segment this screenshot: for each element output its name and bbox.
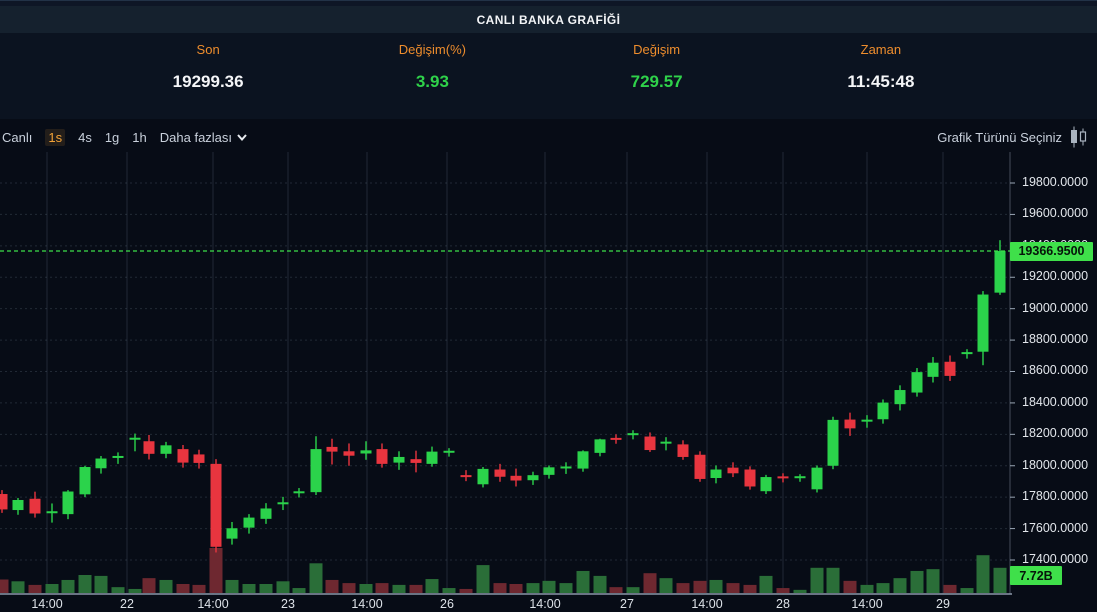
- x-axis-label: 14:00: [691, 597, 723, 611]
- chevron-down-icon: [237, 134, 247, 142]
- interval-1g[interactable]: 1g: [104, 129, 120, 145]
- window-top-strip: [0, 0, 1097, 6]
- y-axis-label: 17600.0000: [1022, 520, 1089, 535]
- info-time-value: 11:45:48: [847, 72, 915, 91]
- y-axis-label: 19800.0000: [1022, 175, 1089, 189]
- info-last-label: Son: [196, 42, 220, 57]
- interval-1s[interactable]: 1s: [45, 128, 66, 146]
- info-last-value: 19299.36: [172, 72, 244, 91]
- more-intervals-button[interactable]: Daha fazlası: [160, 130, 247, 145]
- candlestick-icon: [1071, 126, 1087, 148]
- y-axis-label: 18200.0000: [1022, 426, 1089, 441]
- info-change-value: 729.57: [630, 72, 683, 91]
- last-price-tag: 19366.9500: [1010, 241, 1093, 261]
- y-axis-label: 17800.0000: [1022, 489, 1089, 504]
- chart-type-label: Grafik Türünü Seçiniz: [937, 129, 1062, 145]
- y-axis-label: 19200.0000: [1022, 269, 1089, 284]
- x-axis-label: 28: [776, 597, 790, 611]
- y-axis-label: 18000.0000: [1022, 457, 1089, 472]
- x-axis-label: 29: [936, 597, 950, 611]
- y-axis-label: 19600.0000: [1022, 206, 1089, 221]
- x-axis-label: 14:00: [197, 597, 229, 611]
- y-axis-label: 18600.0000: [1022, 363, 1089, 378]
- quote-info-panel: Son 19299.36 Değişim(%) 3.93 Değişim 729…: [0, 33, 1097, 119]
- y-axis-label: 18400.0000: [1022, 394, 1089, 409]
- x-axis-label: 27: [620, 597, 634, 611]
- chart-canvas[interactable]: [0, 152, 1097, 612]
- info-time: Zaman 11:45:48: [769, 33, 993, 119]
- interval-4s[interactable]: 4s: [78, 129, 92, 145]
- info-change-label: Değişim: [633, 42, 681, 57]
- more-intervals-label: Daha fazlası: [159, 129, 233, 145]
- x-axis-label: 14:00: [851, 597, 883, 611]
- info-change-pct-value: 3.93: [415, 72, 449, 91]
- x-axis-label: 14:00: [31, 597, 63, 611]
- interval-1h[interactable]: 1h: [132, 129, 147, 145]
- y-axis-label: 19000.0000: [1022, 300, 1089, 315]
- chart-toolbar: Canlı 1s 4s 1g 1h Daha fazlası Grafik Tü…: [0, 122, 1097, 152]
- x-axis-label: 14:00: [529, 597, 561, 611]
- x-axis-label: 14:00: [351, 597, 383, 611]
- info-last: Son 19299.36: [96, 33, 320, 119]
- x-axis-label: 22: [120, 597, 134, 611]
- y-axis-label: 17400.0000: [1022, 551, 1089, 566]
- y-axis-label: 18800.0000: [1022, 332, 1089, 347]
- chart-type-selector[interactable]: Grafik Türünü Seçiniz: [937, 126, 1097, 148]
- info-change-pct: Değişim(%) 3.93: [320, 33, 544, 119]
- title-bar: CANLI BANKA GRAFİĞİ: [0, 6, 1097, 34]
- candlestick-chart-area[interactable]: 19800.000019600.000019400.000019200.0000…: [0, 152, 1097, 612]
- x-axis-label: 23: [281, 597, 295, 611]
- x-axis-label: 26: [440, 597, 454, 611]
- interval-canli[interactable]: Canlı: [2, 129, 33, 145]
- info-change-pct-label: Değişim(%): [398, 42, 466, 57]
- page-title: CANLI BANKA GRAFİĞİ: [476, 12, 621, 27]
- info-change: Değişim 729.57: [545, 33, 769, 119]
- volume-tag: 7.72B: [1010, 566, 1062, 585]
- info-time-label: Zaman: [860, 42, 902, 57]
